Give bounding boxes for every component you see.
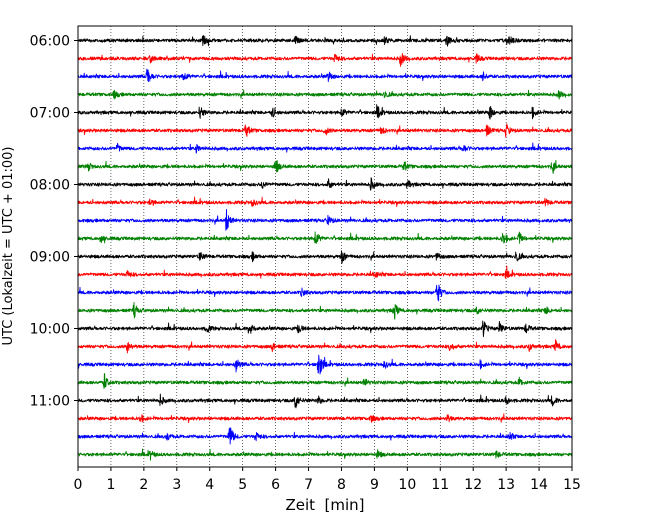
- x-axis-title: Zeit [min]: [285, 496, 364, 514]
- x-tick-label: 6: [271, 477, 280, 493]
- plot-background: [78, 26, 572, 467]
- trace-line: [77, 284, 573, 302]
- trace-line: [77, 393, 573, 409]
- x-tick-label: 0: [74, 477, 83, 493]
- trace-line: [77, 413, 573, 424]
- y-tick-label: 06:00: [30, 34, 70, 50]
- trace-line: [77, 265, 573, 279]
- x-tick-label: 12: [464, 477, 482, 493]
- x-tick-label: 3: [172, 477, 181, 493]
- trace-line: [77, 208, 573, 231]
- y-tick-label: 09:00: [30, 250, 70, 266]
- trace-line: [77, 35, 573, 47]
- y-tick-label: 07:00: [30, 106, 70, 122]
- x-axis: 0 1 2 3 4 5 6 7 8 9 10 11 12 13 14 15: [74, 467, 581, 493]
- trace-line: [77, 53, 573, 67]
- trace-line: [77, 231, 573, 244]
- trace-line: [77, 427, 573, 445]
- y-tick-label: 08:00: [30, 178, 70, 194]
- trace-line: [77, 89, 573, 100]
- x-tick-label: 7: [304, 477, 313, 493]
- trace-line: [77, 104, 573, 120]
- x-tick-label: 2: [139, 477, 148, 493]
- trace-line: [77, 177, 573, 191]
- plot-frame: [77, 25, 573, 468]
- x-tick-label: 1: [106, 477, 115, 493]
- y-axis-title: UTC (Lokalzeit = UTC + 01:00): [1, 147, 16, 346]
- x-tick-label: 14: [530, 477, 548, 493]
- trace-line: [77, 142, 573, 154]
- x-tick-label: 13: [497, 477, 515, 493]
- y-tick-label: 10:00: [30, 322, 70, 338]
- trace-line: [77, 302, 573, 320]
- trace-line: [77, 250, 573, 264]
- x-tick-label: 10: [398, 477, 416, 493]
- trace-line: [77, 339, 573, 354]
- trace-line: [77, 448, 573, 461]
- x-tick-label: 15: [563, 477, 581, 493]
- x-tick-label: 4: [205, 477, 214, 493]
- trace-line: [77, 373, 573, 389]
- y-axis: 06:00 07:00 08:00 09:00 10:00 11:00: [30, 34, 78, 410]
- trace-group: [77, 35, 573, 461]
- trace-line: [77, 320, 573, 338]
- trace-line: [77, 68, 573, 83]
- y-tick-label: 11:00: [30, 394, 70, 410]
- trace-line: [77, 354, 573, 375]
- x-tick-label: 9: [370, 477, 379, 493]
- trace-line: [77, 123, 573, 138]
- x-tick-label: 8: [337, 477, 346, 493]
- trace-line: [77, 196, 573, 208]
- x-tick-label: 5: [238, 477, 247, 493]
- x-tick-label: 11: [431, 477, 449, 493]
- trace-line: [77, 159, 573, 174]
